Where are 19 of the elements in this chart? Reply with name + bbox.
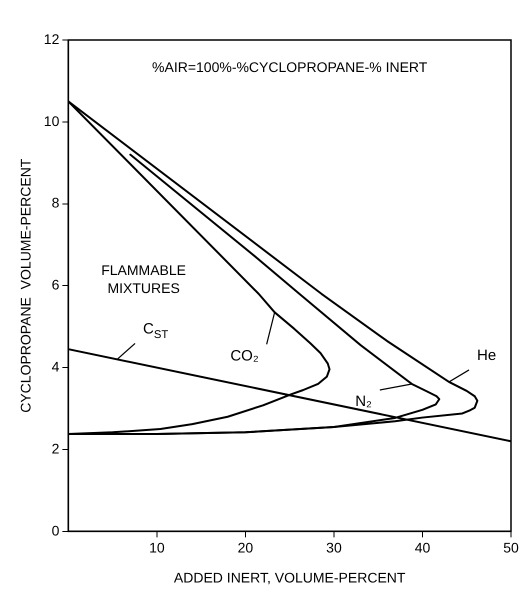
x-axis-title: ADDED INERT, VOLUME-PERCENT bbox=[174, 569, 406, 586]
y-tick-label: 10 bbox=[44, 112, 60, 129]
y-tick-label: 2 bbox=[52, 440, 60, 456]
annotation: %AIR=100%-%CYCLOPROPANE-% INERT bbox=[152, 58, 428, 75]
x-tick-label: 30 bbox=[326, 540, 342, 556]
y-tick-label: 12 bbox=[44, 30, 60, 47]
x-tick-label: 20 bbox=[238, 540, 254, 556]
y-tick-label: 4 bbox=[52, 358, 60, 374]
annotation: CO₂ bbox=[230, 347, 259, 364]
y-axis-title: CYCLOPROPANE VOLUME-PERCENT bbox=[17, 158, 34, 413]
annotation: N₂ bbox=[355, 393, 372, 410]
y-tick-label: 8 bbox=[52, 194, 60, 211]
x-tick-label: 10 bbox=[149, 540, 165, 556]
annotation: FLAMMABLE MIXTURES bbox=[101, 262, 186, 296]
x-tick-label: 50 bbox=[503, 540, 519, 556]
y-tick-label: 6 bbox=[52, 276, 60, 293]
annotation: He bbox=[477, 347, 496, 364]
y-tick-label: 0 bbox=[52, 522, 60, 538]
x-tick-label: 40 bbox=[414, 540, 430, 556]
